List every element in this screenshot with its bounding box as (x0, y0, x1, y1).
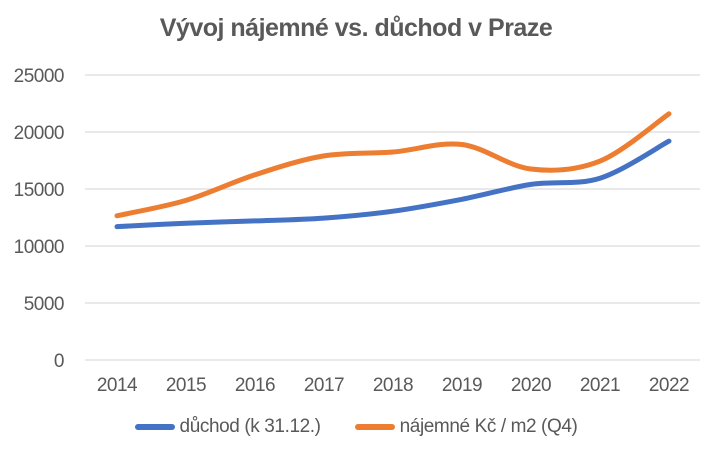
x-tick-label: 2022 (649, 375, 689, 396)
legend-item-0[interactable]: důchod (k 31.12.) (134, 416, 321, 438)
y-tick-label: 20000 (14, 123, 64, 144)
y-tick-label: 15000 (14, 180, 64, 201)
legend-label: důchod (k 31.12.) (179, 416, 321, 437)
x-tick-label: 2017 (304, 375, 344, 396)
x-tick-label: 2020 (511, 375, 551, 396)
x-tick-label: 2019 (442, 375, 482, 396)
series-line-0 (114, 138, 672, 230)
series-line-1 (114, 111, 672, 219)
legend-label: nájemné Kč / m2 (Q4) (399, 416, 578, 437)
legend-swatch-icon (134, 424, 175, 430)
x-tick-label: 2015 (166, 375, 206, 396)
y-tick-label: 10000 (14, 237, 64, 258)
x-tick-label: 2016 (235, 375, 275, 396)
legend-item-1[interactable]: nájemné Kč / m2 (Q4) (354, 416, 578, 438)
legend-swatch-icon (354, 424, 395, 430)
y-tick-label: 25000 (14, 66, 64, 87)
y-tick-label: 0 (54, 351, 64, 372)
x-tick-label: 2021 (580, 375, 620, 396)
x-tick-label: 2014 (97, 375, 138, 396)
chart-title: Vývoj nájemné vs. důchod v Praze (159, 14, 553, 42)
chart-legend: důchod (k 31.12.) nájemné Kč / m2 (Q4) (0, 416, 712, 438)
y-tick-label: 5000 (24, 294, 64, 315)
x-tick-label: 2018 (373, 375, 413, 396)
